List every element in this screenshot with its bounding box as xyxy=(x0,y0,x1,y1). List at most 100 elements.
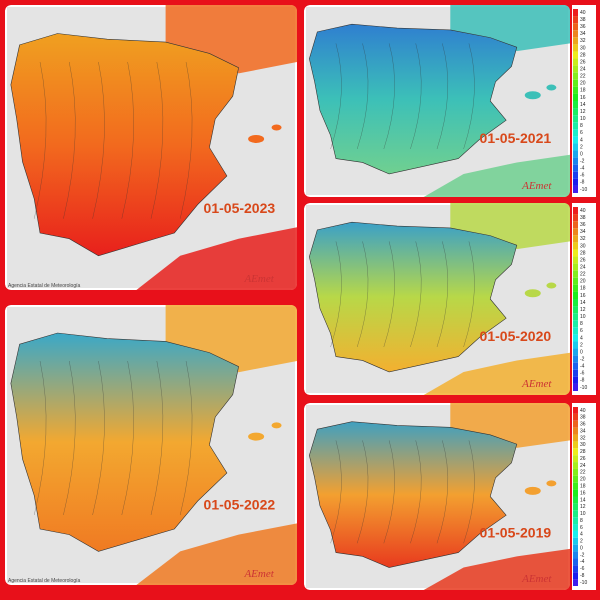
colorbar-label: 10 xyxy=(580,314,586,320)
colorbar-swatch xyxy=(573,427,578,435)
colorbar-label: 20 xyxy=(580,477,586,483)
colorbar-swatch xyxy=(573,221,578,229)
colorbar-swatch xyxy=(573,420,578,428)
colorbar-swatch xyxy=(573,178,578,186)
colorbar-label: 34 xyxy=(580,229,586,235)
colorbar-swatch xyxy=(573,489,578,497)
province-border xyxy=(436,440,449,544)
africa xyxy=(136,523,297,585)
province-border xyxy=(150,360,164,516)
colorbar-label: 32 xyxy=(580,236,586,242)
aemet-logo: AEmet xyxy=(521,378,552,390)
colorbar-swatch xyxy=(573,9,578,17)
colorbar-swatch xyxy=(573,143,578,151)
iberia xyxy=(309,421,518,568)
colorbar-label: 18 xyxy=(580,88,586,94)
colorbar-label: 40 xyxy=(580,208,586,214)
colorbar-swatch xyxy=(573,320,578,328)
colorbar-label: 26 xyxy=(580,257,586,263)
iberia xyxy=(10,332,239,552)
colorbar-label: -4 xyxy=(580,559,585,565)
province-border xyxy=(463,440,475,544)
colorbar-swatch xyxy=(573,313,578,321)
colorbar-label: -10 xyxy=(580,187,587,193)
colorbar-swatch xyxy=(573,462,578,469)
colorbar-label: 14 xyxy=(580,300,586,306)
colorbar-swatch xyxy=(573,136,578,144)
colorbar-label: 10 xyxy=(580,511,586,517)
colorbar-swatch xyxy=(573,65,578,73)
colorbar-swatch xyxy=(573,482,578,490)
colorbar-swatch xyxy=(573,115,578,123)
colorbar-swatch xyxy=(573,207,578,215)
date-label: 01-05-2022 xyxy=(204,496,276,512)
colorbar-label: 20 xyxy=(580,81,586,87)
france xyxy=(450,203,570,250)
colorbar-swatch xyxy=(573,544,578,552)
province-border xyxy=(121,61,134,219)
credit: Agencia Estatal de Meteorología xyxy=(8,578,80,584)
colorbar-label: 6 xyxy=(580,328,583,334)
colorbar-swatch xyxy=(573,277,578,285)
france xyxy=(165,305,297,373)
colorbar-label: 20 xyxy=(580,279,586,285)
colorbar-swatch xyxy=(573,270,578,278)
colorbar-label: 6 xyxy=(580,525,583,531)
province-border xyxy=(357,241,369,348)
colorbar-label: 8 xyxy=(580,321,583,327)
colorbar-swatch xyxy=(573,503,578,511)
date-label: 01-05-2021 xyxy=(480,130,552,146)
colorbar-swatch xyxy=(573,44,578,52)
province-border xyxy=(383,440,395,544)
colorbar-label: -8 xyxy=(580,378,585,384)
colorbar-label: 10 xyxy=(580,116,586,122)
province-border xyxy=(357,440,369,544)
colorbar-swatch xyxy=(573,185,578,193)
colorbar-swatch xyxy=(573,23,578,31)
colorbar-label: 16 xyxy=(580,293,586,299)
colorbar-swatch xyxy=(573,284,578,292)
colorbar-label: 6 xyxy=(580,130,583,136)
colorbar-label: 38 xyxy=(580,215,586,221)
iberia xyxy=(10,33,239,257)
colorbar-swatch xyxy=(573,565,578,573)
colorbar-label: 40 xyxy=(580,408,586,414)
colorbar-label: 24 xyxy=(580,66,586,72)
colorbar-swatch xyxy=(573,496,578,504)
map-panel: 01-05-2022 Agencia Estatal de Meteorologí… xyxy=(5,305,297,585)
colorbar-label: 32 xyxy=(580,435,586,441)
map-panel: 01-05-2021 AEmet xyxy=(304,5,570,197)
colorbar-swatch xyxy=(573,249,578,257)
colorbar-swatch xyxy=(573,299,578,307)
colorbar-swatch xyxy=(573,58,578,66)
balearic-island xyxy=(524,486,541,495)
colorbar-label: 26 xyxy=(580,456,586,462)
colorbar-swatch xyxy=(573,157,578,165)
colorbar-label: 0 xyxy=(580,545,583,551)
iberia xyxy=(309,23,518,175)
province-border xyxy=(92,61,105,219)
colorbar-label: 24 xyxy=(580,463,586,469)
colorbar-swatch xyxy=(573,441,578,449)
colorbar-label: 22 xyxy=(580,74,586,80)
colorbar-label: 36 xyxy=(580,222,586,228)
province-border xyxy=(463,43,475,150)
aemet-logo: AEmet xyxy=(521,180,552,192)
map-panel: 01-05-2019 AEmet xyxy=(304,403,570,590)
province-border xyxy=(410,241,422,348)
colorbar-swatch xyxy=(573,37,578,45)
colorbar-label: 16 xyxy=(580,95,586,101)
date-label: 01-05-2023 xyxy=(204,200,276,216)
map-panel: 01-05-2023 Agencia Estatal de Meteorologí… xyxy=(5,5,297,290)
colorbar-swatch xyxy=(573,341,578,349)
france xyxy=(450,403,570,448)
colorbar-swatch xyxy=(573,362,578,370)
colorbar-swatch xyxy=(573,129,578,137)
colorbar-swatch xyxy=(573,256,578,264)
credit: Agencia Estatal de Meteorología xyxy=(8,283,80,289)
province-border xyxy=(121,360,134,516)
balearic-island xyxy=(546,282,557,289)
colorbar-swatch xyxy=(573,551,578,559)
colorbar-label: 0 xyxy=(580,349,583,355)
balearic-island xyxy=(271,422,282,429)
